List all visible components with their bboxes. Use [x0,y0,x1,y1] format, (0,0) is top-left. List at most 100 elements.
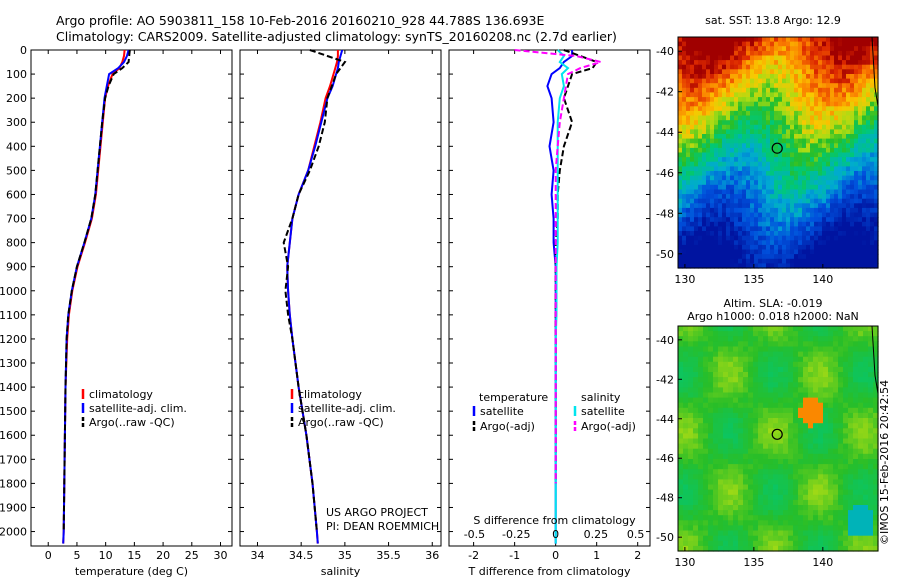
map-cell [810,50,815,57]
map-cell [798,240,803,246]
map-cell [713,464,719,470]
map-cell [773,499,779,506]
map-cell [714,55,719,61]
map-cell [842,87,847,93]
map-cell [853,418,859,424]
map-cell [778,372,784,378]
map-cell [693,484,699,491]
map-cell [842,97,847,103]
map-cell [763,510,769,516]
map-cell [843,356,849,363]
profile-panel-3: -2 -1 0 1 2T difference from climatologytemp… [448,49,651,578]
map-cell [766,258,771,264]
map-cell [713,459,719,465]
map-cell [863,545,869,552]
map-cell [742,221,747,227]
map-cell [808,448,814,455]
map-cell [808,525,814,532]
map-cell [838,540,844,547]
map-cell [794,244,799,251]
map-cell [843,505,849,511]
map-cell [873,515,879,521]
map-cell [863,459,869,465]
map-cell [703,341,709,347]
map-cell [753,361,759,368]
map-cell [726,129,731,135]
map-cell [873,448,879,455]
map-cell [706,166,711,172]
map-cell [843,418,849,424]
map-cell [802,235,807,241]
map-cell [850,115,855,121]
map-cell [734,161,739,167]
map-cell [868,438,874,445]
top-tick-label: -0.5 [464,528,485,541]
map-cell [810,166,815,172]
map-cell [714,198,719,204]
map-cell [722,64,727,70]
map-cell [738,459,744,465]
map-cell [846,263,851,269]
map-cell [763,489,769,496]
map-cell [693,346,699,353]
map-cell [768,443,774,450]
map-cell [754,115,759,121]
map-cell [722,226,727,232]
map-cell [782,152,787,158]
map-cell [848,366,854,373]
map-cell [678,175,683,181]
map-cell [862,189,867,195]
map-cell [726,258,731,264]
map-cell [703,520,709,526]
map-cell [823,540,829,547]
map-cell [848,412,854,419]
map-cell [730,263,735,269]
map-cell [782,110,787,117]
map-cell [826,50,831,57]
map-cell [718,545,724,552]
map-cell [706,83,711,89]
map-cell [788,331,794,337]
map-cell [786,161,791,167]
map-cell [870,78,875,84]
map-cell [848,505,854,511]
map-cell [793,535,799,542]
map-cell [806,152,811,158]
map-cell [694,41,699,47]
map-cell [858,78,863,84]
map-cell [750,189,755,195]
map-cell [842,171,847,177]
map-cell [863,505,869,511]
map-cell [843,341,849,347]
project-annotation: PI: DEAN ROEMMICH [326,520,439,533]
map-cell [786,166,791,172]
map-cell [778,194,783,200]
map-cell [858,37,863,43]
map-cell [748,474,754,480]
map-cell [728,407,734,414]
map-cell [853,372,859,378]
map-cell [858,346,864,353]
map-cell [806,60,811,66]
map-cell [783,387,789,394]
map-cell [866,235,871,241]
map-cell [770,189,775,195]
y-tick-label: 200 [6,92,27,105]
map-cell [838,392,844,399]
map-cell [758,443,764,450]
map-cell [730,87,735,93]
map-cell [874,124,879,130]
map-cell [838,341,844,347]
map-cell [738,510,744,516]
map-cell [848,494,854,501]
map-cell [790,41,795,47]
map-cell [863,540,869,547]
map-cell [728,510,734,516]
map-cell [754,124,759,130]
map-cell [863,412,869,419]
map-cell [838,226,843,232]
map-cell [818,412,824,419]
map-cell [823,499,829,506]
map-cell [793,372,799,378]
map-cell [714,101,719,107]
